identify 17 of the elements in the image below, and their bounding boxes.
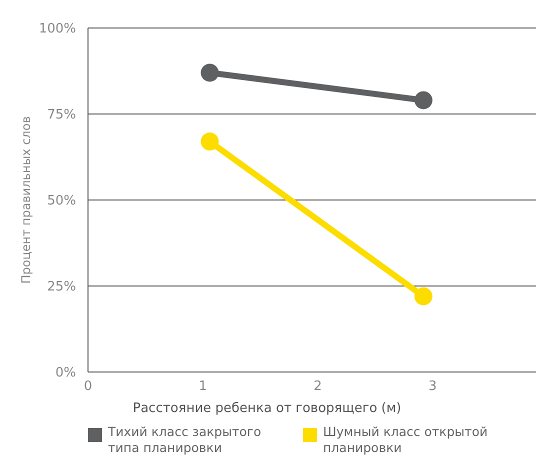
- x-tick-label: 1: [198, 379, 208, 394]
- y-tick-label: 0%: [55, 366, 76, 381]
- point: [414, 91, 432, 110]
- point: [200, 132, 219, 151]
- y-tick-label: 50%: [47, 194, 76, 209]
- legend-label: Шумный класс открытой планировки: [323, 424, 488, 455]
- y-tick-label: 75%: [47, 108, 76, 123]
- point: [414, 287, 432, 306]
- x-axis-title: Расстояние ребенка от говорящего (м): [132, 401, 402, 416]
- y-tick-label: 25%: [47, 280, 76, 295]
- x-tick-label: 0: [84, 379, 92, 394]
- x-tick-label: 2: [314, 379, 322, 394]
- point: [200, 64, 219, 82]
- y-axis-title: Процент правильных слов: [19, 116, 33, 284]
- x-tick-label: 3: [428, 379, 437, 394]
- legend-label: Тихий класс закрытого типа планировки: [107, 424, 262, 455]
- y-tick-label: 100%: [38, 22, 76, 37]
